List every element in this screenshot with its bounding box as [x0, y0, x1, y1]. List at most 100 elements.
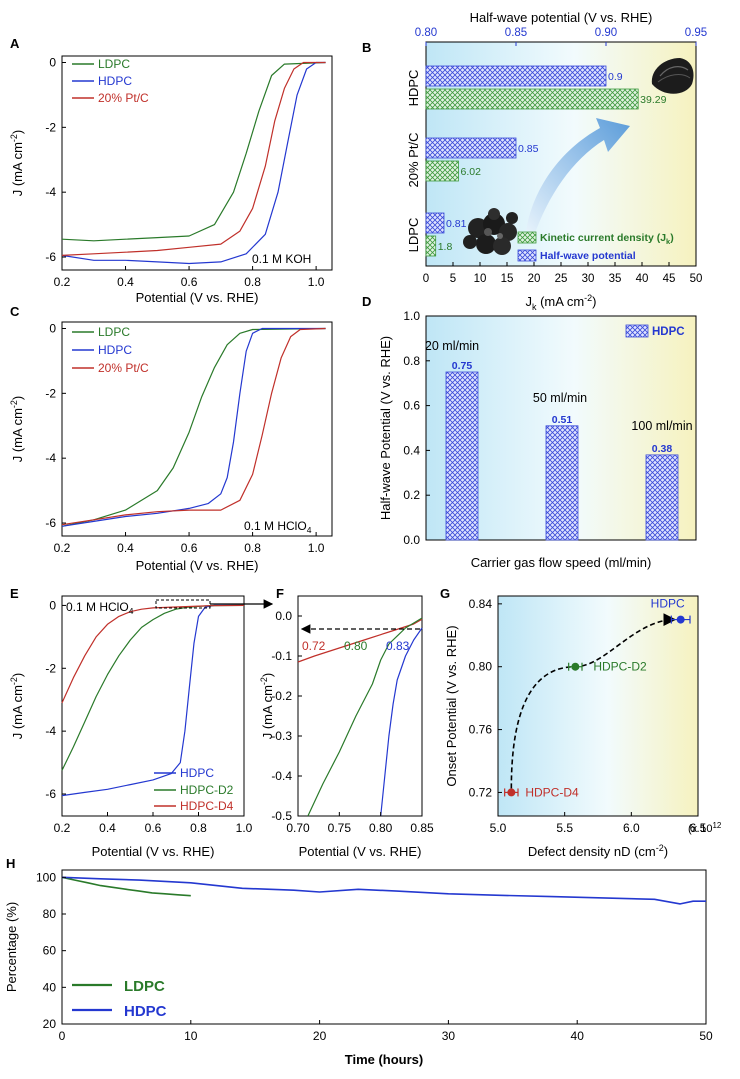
- point-label-hdpc-d2: HDPC-D2: [593, 660, 647, 674]
- x-ticks: 0 5 10 15 20 25 30 35 40 45 50: [423, 262, 703, 285]
- y-axis-label: J (mA cm-2): [9, 673, 25, 740]
- panel-letter-B: B: [362, 40, 371, 55]
- legend-label-hdpc: HDPC: [98, 74, 132, 88]
- x-axis-label: Carrier gas flow speed (ml/min): [471, 555, 652, 570]
- legend-label-hdpc: HDPC: [652, 326, 685, 338]
- series-layer: [61, 61, 326, 265]
- x-ticks: 0.2 0.4 0.6 0.8 1.0: [54, 812, 253, 835]
- data-point-hdpc-d4: [507, 788, 516, 797]
- x-axis-label: Defect density nD (cm-2): [528, 843, 668, 859]
- y-ticks: 0.72 0.76 0.80 0.84: [469, 597, 502, 799]
- x-axis-label: Potential (V vs. RHE): [136, 558, 259, 573]
- category-label-20-ml-min: 20 ml/min: [425, 339, 479, 353]
- y-tick-label: 0.6: [403, 399, 420, 413]
- y-tick-label: -6: [45, 787, 56, 801]
- x-tick-label: 0.4: [117, 275, 134, 289]
- bar-kinetic-ldpc: [425, 235, 437, 257]
- x-tick-label: 5.0: [490, 821, 507, 835]
- y-tick-label: 0.2: [403, 488, 420, 502]
- panel-letter-A: A: [10, 36, 20, 51]
- y-tick-label: 100: [36, 870, 56, 884]
- top-tick-label: 0.85: [505, 27, 527, 39]
- panel-f: 0.70 0.75 0.80 0.85 0.0 -0.1 -0.2 -0.3 -0.4 -0.5…: [259, 595, 434, 859]
- y-tick-label: -2: [45, 386, 56, 400]
- y-tick-label: -0.2: [271, 689, 292, 703]
- y-tick-label: 80: [43, 907, 57, 921]
- bars: 0.75 20 ml/min 0.51 50 ml/min 0.38 100 ml/min: [425, 339, 693, 541]
- x-tick-label: 0.6: [181, 275, 198, 289]
- series-line-ldpc: [61, 876, 191, 897]
- panel-letter-F: F: [276, 586, 284, 601]
- y-axis-label: J (mA cm-2): [9, 396, 25, 463]
- x-tick-label: 0.80: [369, 821, 393, 835]
- x-axis-label: Time (hours): [345, 1052, 424, 1067]
- bar-label-kinetic-hdpc: 39.29: [640, 94, 666, 106]
- legend-swatch-kinetic: [517, 231, 537, 244]
- plot-background: [498, 596, 698, 816]
- series-line-ldpc: [61, 61, 326, 242]
- bar-label-kinetic-20-pt-c: 6.02: [461, 166, 482, 178]
- x-tick-label: 1.0: [308, 541, 325, 555]
- annotation-electrolyte: 0.1 M HClO4: [66, 600, 134, 616]
- y-tick-label: -4: [45, 451, 56, 465]
- annotation-electrolyte: 0.1 M KOH: [252, 252, 311, 266]
- legend: Kinetic current density (Jk) Half-wave p…: [517, 231, 674, 262]
- plot-frame: [61, 55, 333, 271]
- y-tick-label: -0.4: [271, 769, 292, 783]
- legend: HDPC HDPC-D2 HDPC-D4: [154, 766, 234, 813]
- series-layer: [61, 327, 326, 527]
- x-tick-label: 20: [313, 1029, 327, 1043]
- x-tick-label: 50: [690, 273, 703, 285]
- y-axis-label: Percentage (%): [4, 902, 19, 992]
- x-axis-label: Potential (V vs. RHE): [92, 844, 215, 859]
- series-line-hdpc: [61, 876, 706, 905]
- panel-letter-C: C: [10, 304, 20, 319]
- top-tick-label: 0.95: [685, 27, 707, 39]
- bars: 0.9 39.29 0.85 6.02 0.81 1.8: [425, 65, 667, 257]
- legend-label-hdpc-d4: HDPC-D4: [180, 799, 234, 813]
- x-tick-label: 25: [555, 273, 568, 285]
- y-tick-label: 60: [43, 944, 57, 958]
- legend: LDPC HDPC: [72, 978, 167, 1020]
- y-ticks: 0.0 0.2 0.4 0.6 0.8 1.0: [403, 309, 430, 547]
- plot-frame: [61, 869, 707, 1025]
- y-tick-label: 0.0: [275, 609, 292, 623]
- x-tick-label: 1.0: [236, 821, 253, 835]
- x-tick-label: 0.6: [145, 821, 162, 835]
- bar-100-ml-min: [645, 454, 679, 541]
- legend: HDPC: [625, 324, 685, 338]
- y-tick-label: 0.84: [469, 597, 493, 611]
- y-axis-label: J (mA cm-2): [259, 673, 275, 740]
- x-tick-label: 45: [663, 273, 676, 285]
- y-ticks: 0 -2 -4 -6: [45, 321, 66, 530]
- y-axis-label: Onset Potential (V vs. RHE): [444, 625, 459, 786]
- x-tick-label: 0.8: [244, 275, 261, 289]
- series-line-hdpc: [61, 604, 244, 797]
- panel-letter-E: E: [10, 586, 19, 601]
- category-label-100-ml-min: 100 ml/min: [631, 419, 692, 433]
- x-tick-label: 50: [699, 1029, 713, 1043]
- panel-letter-D: D: [362, 294, 371, 309]
- x-tick-label: 10: [474, 273, 487, 285]
- legend-label-halfwave: Half-wave potential: [540, 250, 636, 262]
- top-ticks: 0.80 0.85 0.90 0.95: [415, 27, 707, 46]
- data-point-hdpc: [676, 615, 685, 624]
- x-tick-label: 0.2: [54, 275, 71, 289]
- hdpc-particle-illustration: [651, 58, 694, 94]
- data-point-hdpc-d2: [571, 662, 580, 671]
- bar-20-ml-min: [445, 371, 479, 541]
- x-tick-label: 0.8: [244, 541, 261, 555]
- x-ticks: 0 10 20 30 40 50: [59, 1020, 713, 1043]
- series-line-20-pt-c: [61, 61, 326, 256]
- y-axis-label: Half-wave Potential (V vs. RHE): [378, 336, 393, 520]
- bar-label-kinetic-ldpc: 1.8: [438, 241, 453, 253]
- x-tick-label: 0.6: [181, 541, 198, 555]
- x-tick-label: 30: [442, 1029, 456, 1043]
- category-label-20-pt-c: 20% Pt/C: [406, 133, 421, 188]
- plot-frame: [497, 595, 699, 817]
- points: HDPC-D4 HDPC-D2 HDPC: [504, 597, 691, 799]
- series-layer: [61, 876, 706, 905]
- y-tick-label: -0.5: [271, 809, 292, 823]
- x-tick-label: 10: [184, 1029, 198, 1043]
